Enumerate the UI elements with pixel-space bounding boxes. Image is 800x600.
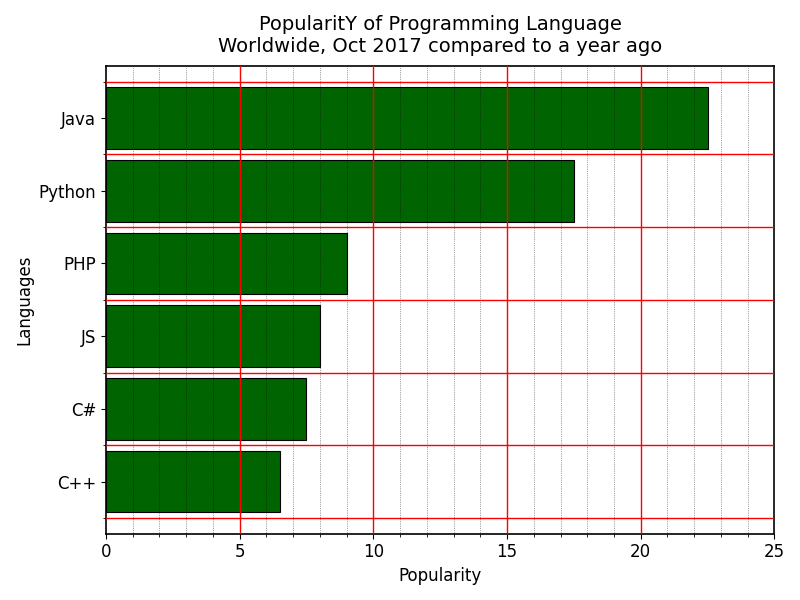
Bar (106, 87, 707, 149)
Bar (106, 305, 320, 367)
Y-axis label: Languages: Languages (15, 254, 33, 345)
Bar (106, 378, 306, 440)
Bar (106, 233, 346, 295)
Bar (106, 160, 574, 221)
Bar (106, 451, 280, 512)
X-axis label: Popularity: Popularity (398, 567, 482, 585)
Title: PopularitY of Programming Language
Worldwide, Oct 2017 compared to a year ago: PopularitY of Programming Language World… (218, 15, 662, 56)
